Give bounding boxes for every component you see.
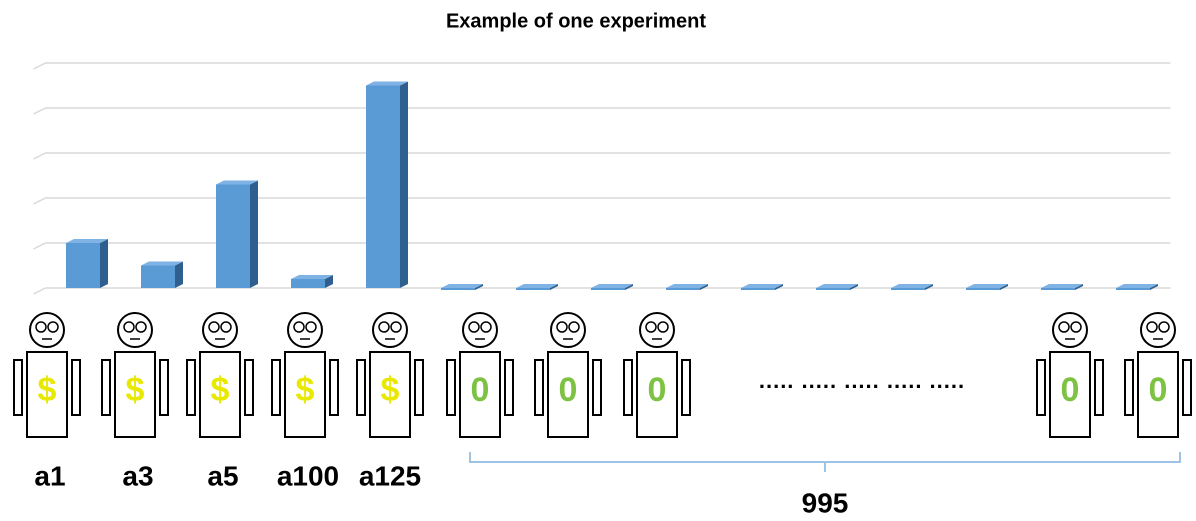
robot-symbol: 0 — [648, 371, 667, 409]
robot-symbol: $ — [211, 371, 230, 409]
figure: Example of one experiment ..... ..... ..… — [0, 0, 1196, 521]
robot-eye — [306, 322, 316, 332]
bar — [891, 284, 933, 290]
robot-eye — [481, 322, 491, 332]
bar — [966, 284, 1008, 290]
robot-eye — [1071, 322, 1081, 332]
robot-head — [30, 313, 64, 347]
grid-line — [34, 153, 1171, 159]
robot-symbol: 0 — [1061, 371, 1080, 409]
bar — [591, 284, 633, 290]
robot-eye — [124, 322, 134, 332]
ellipsis: ..... ..... ..... ..... ..... — [759, 368, 965, 393]
robot-arm — [593, 360, 601, 415]
robot-arm — [624, 360, 632, 415]
x-tick-label: a125 — [359, 460, 421, 491]
bar — [516, 284, 558, 290]
robot-eye — [1147, 322, 1157, 332]
robot-eye — [646, 322, 656, 332]
robot-eye — [48, 322, 58, 332]
robot-eye — [221, 322, 231, 332]
robot-eye — [569, 322, 579, 332]
bar — [291, 275, 333, 288]
robot-symbol: $ — [126, 371, 145, 409]
robot-arm — [14, 360, 22, 415]
robot-arm — [102, 360, 110, 415]
robot-head — [463, 313, 497, 347]
bar — [141, 262, 183, 289]
bar — [1041, 284, 1083, 290]
robot-eye — [469, 322, 479, 332]
robot-eye — [136, 322, 146, 332]
robot-eye — [1059, 322, 1069, 332]
robot-eye — [379, 322, 389, 332]
robot-head — [640, 313, 674, 347]
bar — [66, 239, 108, 288]
robot-arm — [1037, 360, 1045, 415]
bar — [216, 181, 258, 289]
bar — [666, 284, 708, 290]
chart-title: Example of one experiment — [446, 10, 706, 32]
robot-eye — [209, 322, 219, 332]
x-tick-label: a3 — [122, 460, 153, 491]
robot-arm — [357, 360, 365, 415]
robot-arm — [415, 360, 423, 415]
grid-line — [34, 63, 1171, 69]
robot-arm — [505, 360, 513, 415]
grid-line — [34, 198, 1171, 204]
robot-head — [118, 313, 152, 347]
robot-symbol: $ — [38, 371, 57, 409]
robot-arm — [447, 360, 455, 415]
robot-eye — [391, 322, 401, 332]
robot-eye — [36, 322, 46, 332]
robot-head — [1053, 313, 1087, 347]
robot-arm — [1183, 360, 1191, 415]
x-tick-label: a5 — [207, 460, 238, 491]
robot-arm — [1095, 360, 1103, 415]
robot-symbol: $ — [296, 371, 315, 409]
robot-eye — [294, 322, 304, 332]
robot-eye — [658, 322, 668, 332]
robot-arm — [72, 360, 80, 415]
grid-line — [34, 108, 1171, 114]
robot-symbol: $ — [381, 371, 400, 409]
grid-line — [34, 243, 1171, 249]
robot-head — [203, 313, 237, 347]
robot-symbol: 0 — [1149, 371, 1168, 409]
robot-symbol: 0 — [471, 371, 490, 409]
robot-arm — [187, 360, 195, 415]
robot-head — [288, 313, 322, 347]
robot-arm — [245, 360, 253, 415]
x-tick-label: a1 — [34, 460, 65, 491]
robot-arm — [272, 360, 280, 415]
robot-eye — [1159, 322, 1169, 332]
bracket — [470, 452, 1180, 472]
bar — [441, 284, 483, 290]
robot-head — [551, 313, 585, 347]
robot-symbol: 0 — [559, 371, 578, 409]
bar — [816, 284, 858, 290]
robot-head — [1141, 313, 1175, 347]
bar — [741, 284, 783, 290]
bar — [366, 82, 408, 289]
robot-arm — [160, 360, 168, 415]
robot-head — [373, 313, 407, 347]
robot-arm — [682, 360, 690, 415]
bar — [1116, 284, 1158, 290]
robot-arm — [1125, 360, 1133, 415]
robot-arm — [535, 360, 543, 415]
x-tick-label: a100 — [277, 460, 339, 491]
robot-arm — [330, 360, 338, 415]
group-label: 995 — [802, 487, 849, 518]
robot-eye — [557, 322, 567, 332]
